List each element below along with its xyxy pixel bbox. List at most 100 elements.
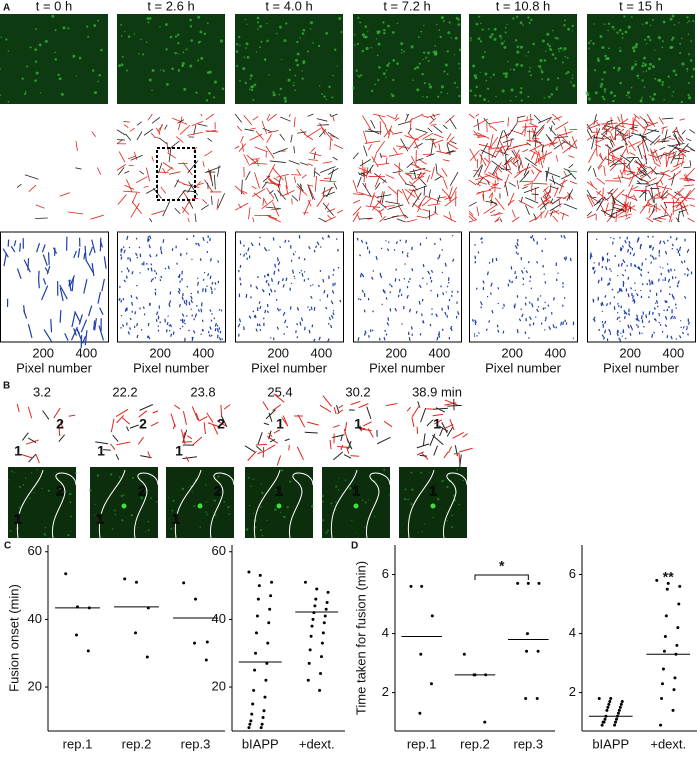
fluorescent-spot [458, 95, 460, 97]
cluster-marker: 1 [96, 511, 104, 527]
data-point [64, 572, 67, 575]
x-axis-label: Pixel number [16, 360, 93, 375]
fluorescent-spot [447, 31, 450, 34]
fluorescent-spot [198, 41, 200, 43]
fluorescent-spot [188, 487, 189, 488]
fluorescent-spot [633, 50, 636, 53]
vector [660, 324, 661, 326]
fluorescent-spot [387, 25, 390, 28]
x-tick-label: rep.2 [122, 736, 152, 751]
significance-label: * [499, 558, 505, 574]
vector [207, 251, 208, 253]
fluorescent-spot [322, 519, 324, 521]
fluorescent-spot [257, 17, 260, 20]
fluorescent-spot [250, 78, 252, 80]
vector [644, 326, 645, 327]
data-point [270, 581, 273, 584]
network-edge [330, 440, 331, 449]
fluorescent-spot [594, 69, 596, 71]
y-tick-label: 6 [382, 566, 389, 581]
fluorescent-spot [274, 508, 277, 511]
network-edge [407, 407, 410, 411]
vector [310, 285, 311, 286]
vector [156, 272, 157, 274]
network-edge [351, 401, 361, 404]
fluorescent-spot [357, 43, 359, 45]
vector [251, 285, 252, 288]
fluorescent-spot [352, 87, 354, 89]
fluorescent-spot [519, 91, 522, 94]
fluorescent-spot [284, 97, 287, 100]
fluorescent-spot [355, 70, 357, 72]
data-point [311, 625, 314, 628]
fluorescent-spot [540, 65, 542, 67]
vector [409, 337, 410, 341]
fluorescent-spot [273, 93, 276, 96]
vector [122, 271, 123, 272]
fluorescent-spot [528, 51, 530, 53]
fluorescent-spot [147, 21, 149, 23]
vector [148, 323, 149, 326]
fluorescent-spot [673, 91, 675, 93]
network-edge [344, 455, 351, 459]
fluorescent-spot [246, 42, 249, 45]
vector [299, 257, 300, 259]
fluorescent-spot [110, 473, 112, 475]
fluorescent-spot [432, 517, 434, 519]
vector [388, 317, 389, 320]
cluster-marker: 2 [217, 416, 225, 432]
time-label: 23.8 [190, 384, 215, 399]
data-point [134, 631, 137, 634]
vector [399, 279, 400, 281]
vector [672, 316, 673, 317]
vector [546, 317, 547, 320]
fluorescent-spot [236, 43, 238, 45]
network-edge [153, 411, 158, 413]
fluorescent-spot [207, 22, 209, 24]
vector [38, 277, 39, 288]
fluorescent-spot [293, 82, 294, 83]
vector [517, 329, 518, 333]
vector [543, 308, 544, 310]
fluorescent-spot [268, 74, 269, 75]
vector [607, 303, 608, 306]
vector [244, 254, 245, 257]
fluorescent-spot [383, 72, 386, 75]
fluorescent-spot [35, 28, 37, 30]
fluorescent-spot [242, 67, 245, 70]
fluorescent-spot [547, 43, 549, 45]
data-point [621, 700, 624, 703]
data-point [321, 642, 324, 645]
fluorescent-spot [8, 101, 10, 103]
fluorescent-spot [337, 66, 338, 67]
fluorescent-spot [150, 497, 152, 499]
fluorescent-spot [243, 56, 245, 58]
vector [677, 285, 678, 287]
vector [512, 281, 513, 283]
fluorescent-spot [296, 41, 298, 43]
fluorescent-spot [37, 469, 38, 470]
fluorescent-spot [652, 19, 654, 21]
fluorescent-spot [493, 38, 496, 41]
fluorescent-spot [362, 499, 364, 501]
fluorescent-spot [67, 27, 69, 29]
cluster-marker: 1 [352, 483, 360, 499]
fluorescent-spot [552, 30, 554, 32]
fluorescent-spot [649, 96, 651, 98]
network-edge [138, 437, 143, 444]
x-tick-label: 200 [149, 345, 171, 360]
network-frame [587, 113, 695, 223]
data-point [255, 631, 258, 634]
fluorescent-spot [199, 31, 202, 34]
data-point [250, 713, 253, 716]
fluorescent-spot [476, 86, 478, 88]
fluorescent-spot [674, 24, 676, 26]
data-point [619, 706, 622, 709]
fluorescent-spot [254, 83, 257, 86]
data-point [536, 697, 539, 700]
fluorescent-spot [362, 50, 365, 53]
vector [422, 314, 423, 316]
fluorescent-spot [190, 39, 193, 42]
vector [180, 304, 181, 307]
network-edge [345, 422, 347, 433]
